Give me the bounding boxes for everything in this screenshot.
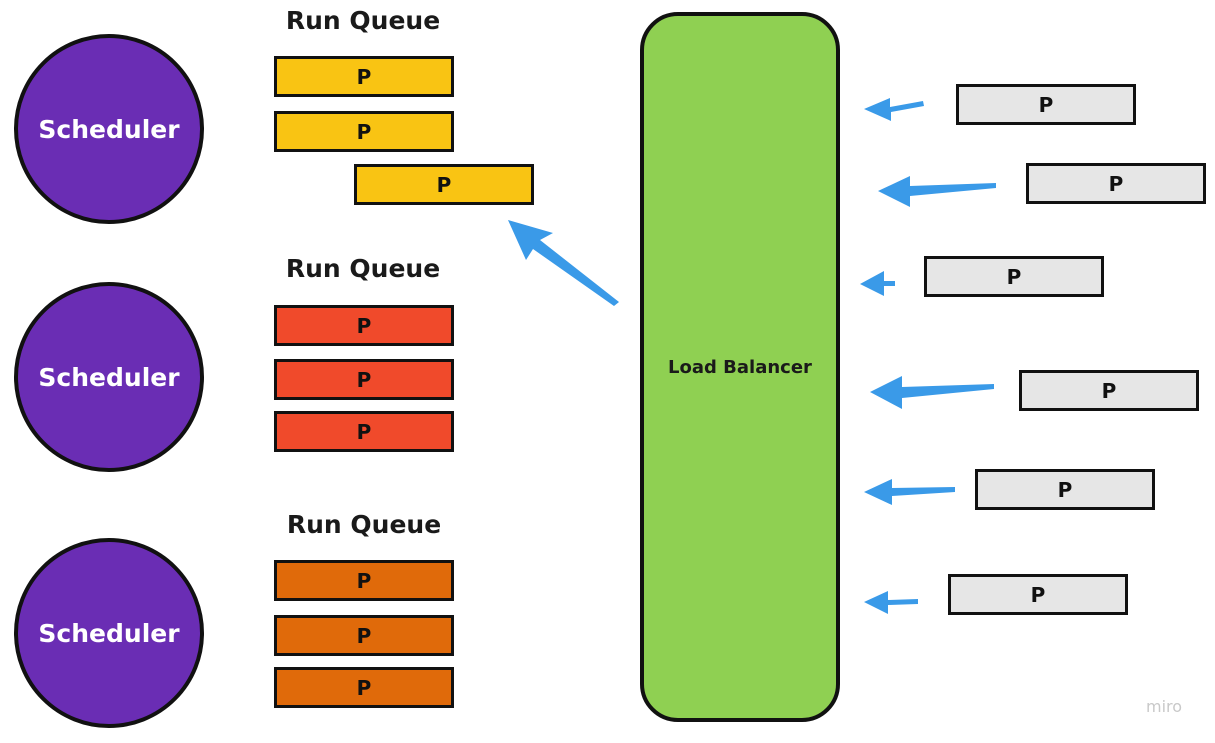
- run-queue-2-process: P: [274, 305, 454, 346]
- scheduler-1: Scheduler: [14, 34, 204, 224]
- scheduler-3: Scheduler: [14, 538, 204, 728]
- scheduler-label: Scheduler: [38, 114, 180, 144]
- run-queue-title-1: Run Queue: [285, 6, 441, 35]
- incoming-arrow: [864, 98, 924, 121]
- run-queue-1-process: P: [354, 164, 534, 205]
- incoming-process: P: [956, 84, 1136, 125]
- miro-watermark: miro: [1146, 697, 1183, 716]
- load-balancer-label: Load Balancer: [668, 356, 812, 378]
- run-queue-1-process: P: [274, 56, 454, 97]
- incoming-arrow: [878, 176, 996, 207]
- run-queue-title-2: Run Queue: [285, 254, 441, 283]
- scheduler-label: Scheduler: [38, 618, 180, 648]
- incoming-process: P: [975, 469, 1155, 510]
- run-queue-3-process: P: [274, 615, 454, 656]
- incoming-process: P: [1019, 370, 1199, 411]
- scheduler-label: Scheduler: [38, 362, 180, 392]
- run-queue-2-process: P: [274, 411, 454, 452]
- load-balancer: Load Balancer: [640, 12, 840, 722]
- run-queue-1-process: P: [274, 111, 454, 152]
- incoming-arrow: [870, 376, 994, 409]
- incoming-arrow: [864, 591, 918, 614]
- run-queue-2-process: P: [274, 359, 454, 400]
- incoming-process: P: [948, 574, 1128, 615]
- run-queue-3-process: P: [274, 667, 454, 708]
- run-queue-title-3: Run Queue: [286, 510, 442, 539]
- incoming-process: P: [924, 256, 1104, 297]
- incoming-process: P: [1026, 163, 1206, 204]
- incoming-arrow: [860, 271, 895, 296]
- scheduler-2: Scheduler: [14, 282, 204, 472]
- incoming-arrow: [864, 479, 955, 505]
- dispatch-arrow: [508, 220, 619, 306]
- run-queue-3-process: P: [274, 560, 454, 601]
